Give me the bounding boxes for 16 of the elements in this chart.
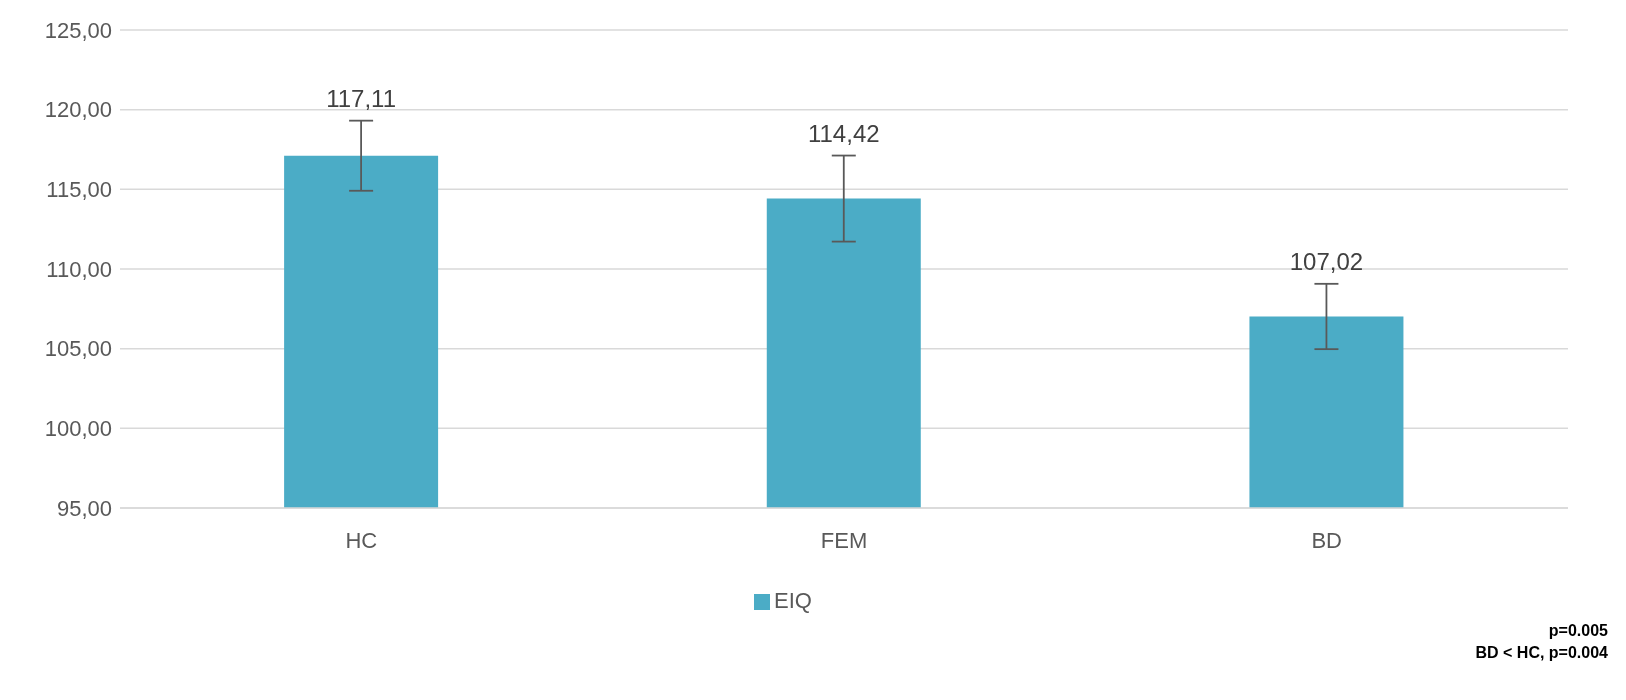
x-tick-label: BD (1311, 527, 1342, 553)
data-label: 107,02 (1289, 248, 1364, 276)
x-tick-label: FEM (820, 527, 868, 553)
text: p=0.005 (1547, 621, 1608, 641)
y-tick-label: 110,00 (46, 256, 112, 282)
y-tick-label: 120,00 (44, 97, 112, 123)
legend-label: EIQ (774, 588, 812, 613)
text: BD < HC, p=0.004 (1475, 643, 1608, 663)
y-tick-label: 105,00 (44, 336, 112, 362)
data-label: 114,42 (807, 119, 880, 147)
data-label: 117,11 (326, 85, 397, 113)
y-tick-label: 125,00 (44, 17, 112, 43)
y-tick-label: 115,00 (46, 177, 112, 203)
y-tick-label: 95,00 (56, 495, 112, 521)
y-tick-label: 100,00 (44, 416, 112, 442)
x-tick-label: HC (345, 527, 378, 553)
